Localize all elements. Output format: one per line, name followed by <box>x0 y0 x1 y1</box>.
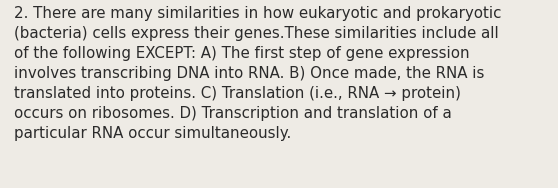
Text: 2. There are many similarities in how eukaryotic and prokaryotic
(bacteria) cell: 2. There are many similarities in how eu… <box>14 6 501 141</box>
